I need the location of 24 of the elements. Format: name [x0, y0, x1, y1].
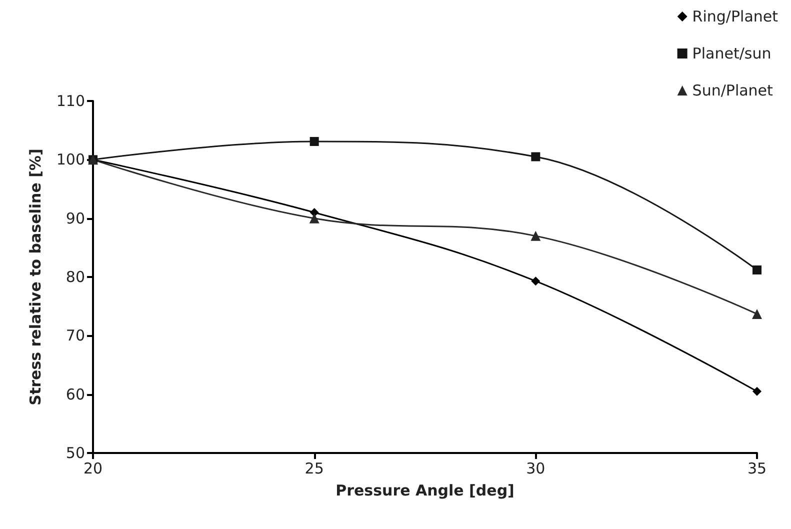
y-tick-label: 70 [66, 326, 85, 345]
point [752, 265, 762, 274]
point [530, 230, 541, 241]
y-axis-title: Stress relative to baseline [%] [26, 148, 44, 406]
legend-label: Planet/sun [692, 44, 772, 62]
y-tick-label: 80 [66, 268, 85, 286]
y-tick-label: 90 [66, 209, 85, 228]
point [531, 276, 540, 286]
x-tick-label: 35 [747, 460, 767, 478]
point [752, 308, 762, 319]
point [309, 213, 320, 224]
y-tick-label: 60 [66, 385, 85, 404]
x-tick-label: 25 [304, 460, 324, 478]
y-tick-label: 100 [56, 150, 85, 169]
y-tick-label: 50 [66, 444, 85, 462]
x-tick-label: 30 [526, 460, 546, 478]
y-tick-label: 110 [56, 92, 85, 110]
legend-label: Sun/Planet [692, 82, 774, 100]
point [752, 386, 762, 396]
x-axis-title: Pressure Angle [deg] [336, 482, 514, 500]
point [531, 152, 540, 162]
point [310, 136, 319, 146]
legend-label: Ring/Planet [692, 8, 778, 26]
x-tick-label: 20 [83, 460, 103, 478]
